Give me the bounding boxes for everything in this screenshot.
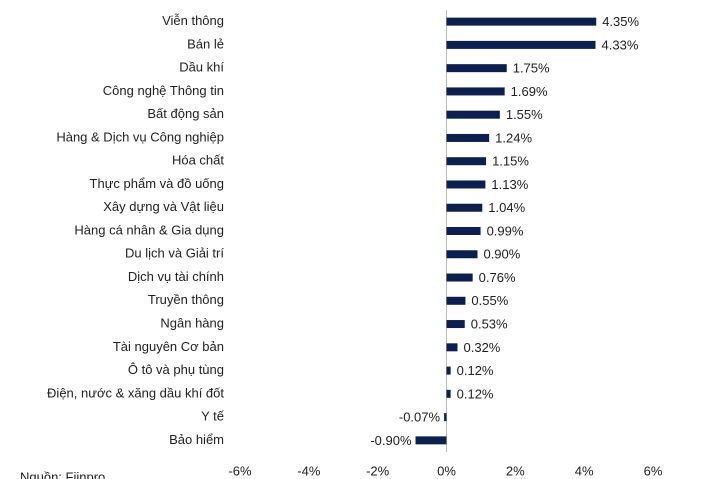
bar bbox=[446, 17, 597, 26]
bar bbox=[415, 436, 447, 445]
x-tick-label: -4% bbox=[297, 463, 321, 478]
value-label: 1.04% bbox=[488, 200, 525, 215]
value-label: 0.12% bbox=[457, 386, 494, 401]
bar bbox=[446, 389, 451, 398]
value-label: 0.32% bbox=[464, 340, 501, 355]
y-tick-label: Tài nguyên Cơ bản bbox=[113, 339, 224, 354]
y-tick-label: Công nghệ Thông tin bbox=[103, 83, 224, 98]
y-tick-label: Hàng cá nhân & Gia dụng bbox=[74, 222, 224, 237]
y-tick-label: Dầu khí bbox=[179, 60, 224, 75]
y-tick-label: Ô tô và phụ tùng bbox=[128, 362, 224, 377]
x-tick-label: -6% bbox=[228, 463, 252, 478]
bar bbox=[446, 343, 458, 352]
value-label: 1.15% bbox=[492, 154, 529, 169]
value-label: -0.90% bbox=[370, 433, 412, 448]
y-tick-label: Y tế bbox=[201, 409, 225, 424]
bar bbox=[446, 320, 465, 329]
value-label: 1.13% bbox=[491, 177, 528, 192]
bar bbox=[446, 227, 481, 235]
value-label: 0.53% bbox=[471, 316, 508, 331]
y-tick-label: Truyền thông bbox=[148, 292, 224, 307]
bar bbox=[446, 157, 487, 166]
value-label: 0.90% bbox=[483, 247, 520, 262]
y-tick-label: Bất động sản bbox=[147, 106, 224, 121]
y-tick-label: Điện, nước & xăng dầu khí đốt bbox=[47, 385, 224, 400]
x-tick-label: 4% bbox=[575, 463, 594, 478]
value-label: 1.55% bbox=[506, 107, 543, 122]
bar bbox=[446, 203, 483, 212]
x-tick-label: 6% bbox=[644, 463, 663, 478]
value-label: 0.99% bbox=[487, 223, 524, 238]
value-label: -0.07% bbox=[399, 410, 441, 425]
bar bbox=[446, 250, 478, 259]
bar bbox=[446, 64, 507, 73]
bar bbox=[446, 133, 490, 142]
y-tick-label: Thực phẩm và đồ uống bbox=[90, 176, 224, 191]
value-label: 0.12% bbox=[457, 363, 494, 378]
y-tick-label: Du lịch và Giải trí bbox=[125, 246, 224, 261]
y-tick-label: Hàng & Dịch vụ Công nghiệp bbox=[56, 129, 224, 144]
bar bbox=[446, 180, 486, 189]
value-label: 1.75% bbox=[513, 61, 550, 76]
x-tick-label: -2% bbox=[366, 463, 390, 478]
y-tick-label: Bán lẻ bbox=[187, 36, 224, 51]
value-label: 4.33% bbox=[602, 37, 639, 52]
source-note: Nguồn: Fiinpro bbox=[20, 469, 105, 479]
value-label: 1.69% bbox=[511, 84, 548, 99]
y-tick-label: Ngân hàng bbox=[160, 315, 224, 330]
value-label: 1.24% bbox=[495, 130, 532, 145]
value-label: 0.55% bbox=[471, 293, 508, 308]
bar bbox=[446, 296, 466, 305]
y-tick-label: Xây dựng và Vật liệu bbox=[103, 199, 224, 214]
value-label: 4.35% bbox=[602, 14, 639, 29]
bar bbox=[446, 40, 596, 49]
bar bbox=[444, 413, 447, 422]
value-label: 0.76% bbox=[479, 270, 516, 285]
bar bbox=[446, 273, 473, 282]
bar bbox=[446, 87, 505, 96]
x-tick-label: 2% bbox=[506, 463, 525, 478]
y-tick-label: Viễn thông bbox=[162, 13, 224, 28]
y-tick-label: Hóa chất bbox=[172, 153, 224, 168]
y-tick-label: Bảo hiểm bbox=[169, 432, 224, 447]
bar bbox=[446, 366, 451, 375]
bar bbox=[446, 110, 500, 119]
y-tick-label: Dịch vụ tài chính bbox=[128, 269, 224, 284]
x-tick-label: 0% bbox=[437, 463, 456, 478]
